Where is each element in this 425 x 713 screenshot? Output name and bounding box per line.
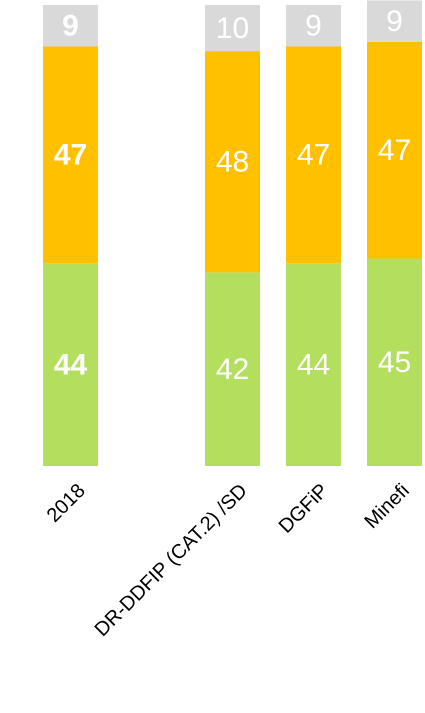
value-label: 47 xyxy=(297,139,330,172)
value-label: 9 xyxy=(305,10,322,43)
value-label: 42 xyxy=(216,353,249,386)
x-tick-label: DGFiP xyxy=(275,480,333,538)
value-label: 9 xyxy=(386,5,403,38)
bar-segment xyxy=(367,258,422,466)
bar-segment xyxy=(205,51,260,273)
value-label: 47 xyxy=(378,134,411,167)
bar-segment xyxy=(205,272,260,466)
bar-segment xyxy=(43,46,98,264)
bar-segment xyxy=(286,5,341,47)
bar-segment xyxy=(367,41,422,259)
bar-segment xyxy=(205,5,260,52)
bar-segment xyxy=(43,263,98,466)
bar-segment xyxy=(286,263,341,466)
value-label: 44 xyxy=(54,349,88,382)
value-label: 47 xyxy=(54,139,87,172)
x-tick-label: Minefi xyxy=(360,480,413,533)
bar-segment xyxy=(286,46,341,264)
bar-segment xyxy=(43,5,98,47)
x-tick-label: 2018 xyxy=(43,480,90,527)
value-label: 45 xyxy=(378,346,411,379)
value-label: 48 xyxy=(216,146,249,179)
value-label: 9 xyxy=(62,10,79,43)
bar-segment xyxy=(367,0,422,42)
value-label: 10 xyxy=(216,12,249,45)
x-tick-label: DR-DDFIP (CAT.2) /SD xyxy=(91,480,252,641)
value-label: 44 xyxy=(297,349,330,382)
